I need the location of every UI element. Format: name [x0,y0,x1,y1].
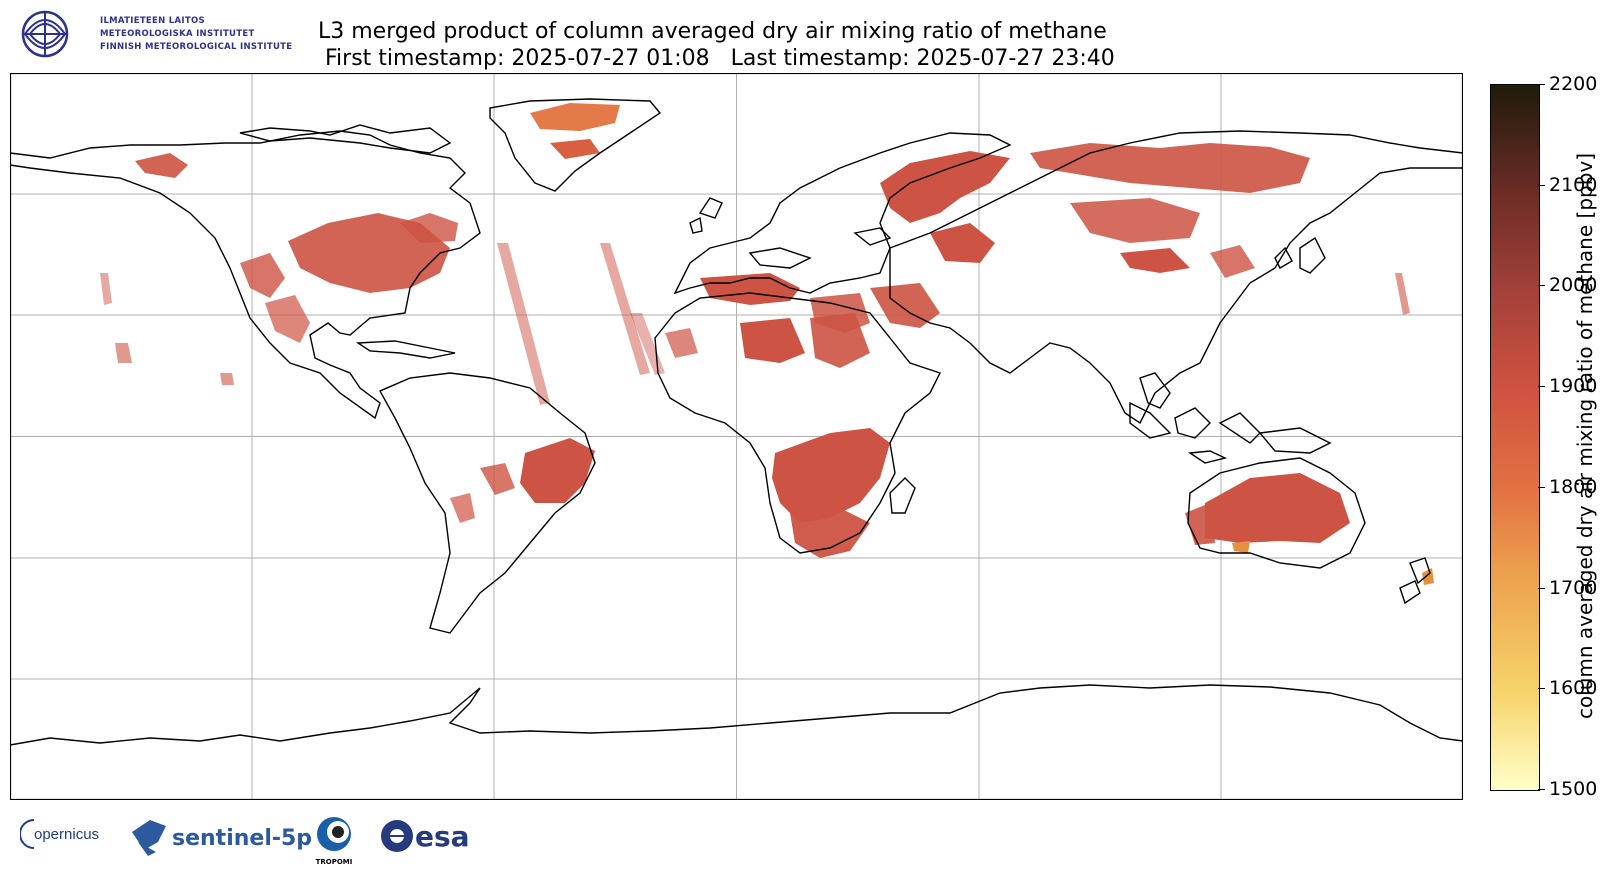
esa-text: esa [415,820,470,853]
colorbar-label: column averaged dry air mixing ratio of … [1573,152,1597,720]
colorbar-tick-label: 2000 [1549,274,1598,297]
tropomi-text: TROPOMI [316,858,353,866]
colorbar-tick [1538,184,1545,186]
world-map [10,73,1463,800]
colorbar-tick [1538,486,1545,488]
fmi-logo: ILMATIETEEN LAITOS METEOROLOGISKA INSTIT… [20,10,310,60]
colorbar-tick-label: 1700 [1549,576,1598,599]
colorbar-tick-label: 1600 [1549,677,1598,700]
map-frame [10,73,1463,800]
gridlines [10,73,1463,800]
fmi-name-sv: METEOROLOGISKA INSTITUTET [100,29,255,39]
colorbar [1490,84,1540,791]
map-title: L3 merged product of column averaged dry… [318,18,1148,72]
tropomi-logo: TROPOMI [316,817,353,866]
colorbar-tick [1538,688,1545,690]
sentinel-logo: sentinel-5p [132,820,312,856]
colorbar-tick [1538,84,1545,85]
fmi-name-en: FINNISH METEOROLOGICAL INSTITUTE [100,42,293,52]
methane-data [100,103,1434,585]
sentinel-text: sentinel-5p [172,826,312,851]
copernicus-logo: opernicus [19,819,99,849]
colorbar-tick [1538,587,1545,589]
colorbar-tick-label: 1900 [1549,375,1598,398]
partner-logos: opernicus sentinel-5p TROPOMI esa [19,812,520,868]
esa-logo: esa [381,820,470,853]
copernicus-text: opernicus [34,826,99,843]
colorbar-tick-label: 1500 [1549,778,1598,800]
coastlines [10,98,1463,746]
colorbar-tick-label: 1800 [1549,475,1598,498]
colorbar-tick-label: 2100 [1549,173,1598,196]
fmi-emblem-icon [21,10,69,58]
title-line-2: First timestamp: 2025-07-27 01:08 Last t… [318,46,1115,71]
colorbar-tick-label: 2200 [1549,73,1598,95]
colorbar-tick [1538,386,1545,388]
colorbar-tick [1538,285,1545,287]
title-line-1: L3 merged product of column averaged dry… [318,19,1107,44]
fmi-name-fi: ILMATIETEEN LAITOS [100,16,205,26]
colorbar-tick [1538,789,1545,790]
